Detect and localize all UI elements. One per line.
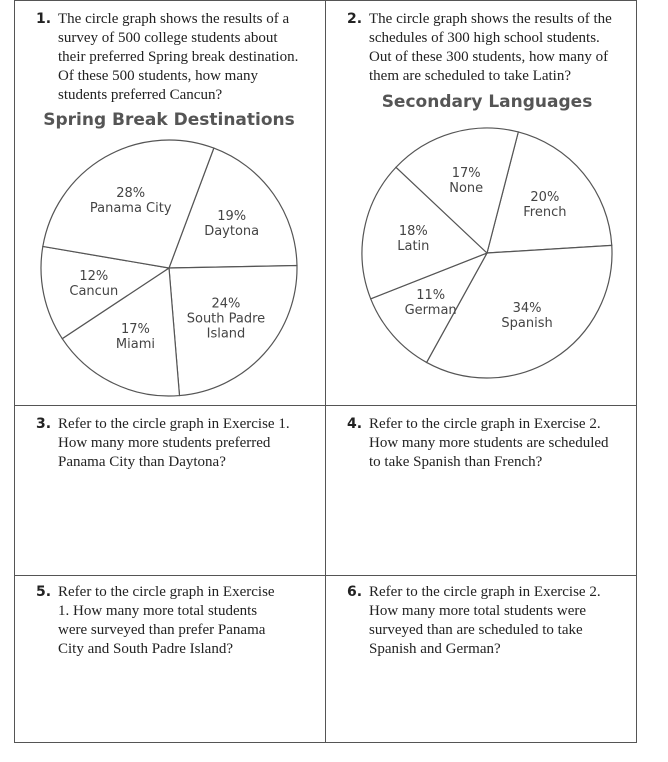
value-label: 18% [398,223,428,239]
pie-slice [168,264,298,397]
problem-number: 2. [347,11,363,27]
problem: 2. The circle graph shows the results of … [347,10,617,86]
problem-text: The circle graph shows the results of a … [58,11,299,103]
category-label: Daytona [204,223,260,239]
value-label: 17% [451,165,481,181]
problem-number: 3. [36,416,52,432]
value-label: 11% [416,287,446,303]
problem: 4. Refer to the circle graph in Exercise … [347,415,617,472]
category-label: Latin [397,238,430,254]
chart-title: Secondary Languages [381,92,593,112]
problem-number: 6. [347,584,363,600]
category-label: South Padre Island [186,311,266,342]
pie-slice [361,166,489,300]
slice-label: 19% Daytona [187,209,277,239]
slice-label: 11% German [386,288,476,318]
problem: 1. The circle graph shows the results of … [36,10,306,105]
category-label: French [523,205,567,221]
slice-label: 17% Miami [90,322,180,352]
category-label: Spanish [501,316,553,332]
problem-text: Refer to the circle graph in Exercise 1.… [58,416,290,470]
value-label: 12% [79,268,109,284]
chart-title: Spring Break Destinations [43,110,295,130]
value-label: 19% [217,208,247,224]
slice-label: 12% Cancun [49,269,139,299]
value-label: 17% [121,322,150,338]
value-label: 20% [530,190,560,206]
pie-slice [369,251,489,364]
problem: 3. Refer to the circle graph in Exercise … [36,415,306,472]
problem-number: 1. [36,11,52,27]
category-label: Panama City [89,201,172,217]
slice-label: 17% None [421,166,511,196]
slice-label: 20% French [500,190,590,220]
problem-text: Refer to the circle graph in Exercise 2.… [369,416,609,470]
slice-label: 24% South Padre Island [181,297,271,342]
category-label: German [404,302,457,318]
pie-slice [395,127,520,255]
category-label: Cancun [69,283,119,299]
problem-text: Refer to the circle graph in Exercise 1.… [58,584,275,657]
problem: 6. Refer to the circle graph in Exercise … [347,583,617,659]
value-label: 24% [211,296,241,312]
slice-label: 18% Latin [368,224,458,254]
value-label: 34% [512,301,542,317]
pie-slice [40,245,171,340]
problem-number: 4. [347,416,363,432]
pie-slice [61,266,181,397]
value-label: 28% [116,186,146,202]
pie-slice [168,147,298,269]
problem-number: 5. [36,584,52,600]
pie-slice [486,131,613,254]
problem: 5. Refer to the circle graph in Exercise … [36,583,286,659]
pie-slice [42,139,215,269]
slice-label: 28% Panama City [86,186,176,216]
problem-text: The circle graph shows the results of th… [369,11,612,84]
category-label: None [449,180,484,196]
slice-label: 34% Spanish [482,301,572,331]
category-label: Miami [115,337,155,353]
problem-text: Refer to the circle graph in Exercise 2.… [369,584,601,657]
cell [325,575,637,743]
